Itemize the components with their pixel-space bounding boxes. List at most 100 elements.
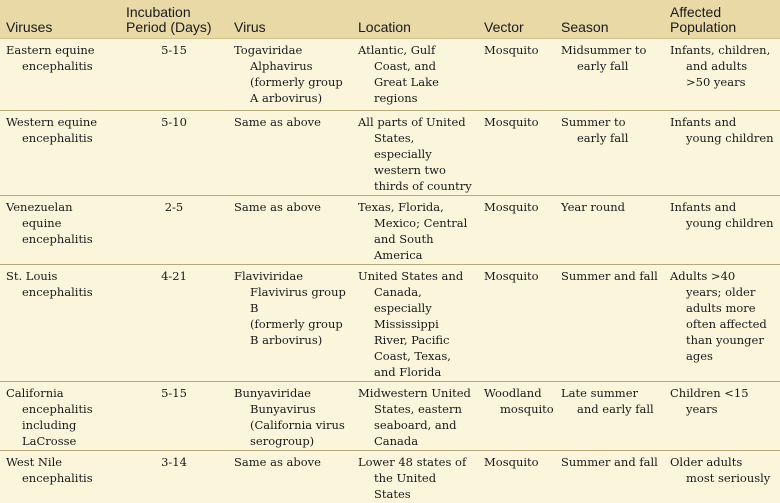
cell-population: Infants, children, and adults >50 years (664, 39, 780, 111)
cell-season: Summer and fall (555, 451, 664, 503)
cell-population: Infants and young children (664, 111, 780, 196)
virus-name-text: California encephalitis including LaCros… (6, 385, 114, 449)
cell-season: Late summer and early fall (555, 382, 664, 451)
cell-location: All parts of United States, especially w… (352, 111, 478, 196)
cell-vector: Mosquito (478, 451, 555, 503)
cell-incubation: 5-10 (120, 111, 228, 196)
virus-note: (formerly group (234, 316, 346, 332)
header-virus: Virus (228, 0, 352, 39)
virus-name-text: West Nile encephalitis (6, 454, 114, 486)
cell-season: Summer to early fall (555, 111, 664, 196)
virus-family: Bunyaviridae (234, 385, 346, 401)
cell-vector: Mosquito (478, 265, 555, 382)
header-vector: Vector (478, 0, 555, 39)
cell-virus-name: Venezuelan equine encephalitis (0, 196, 120, 265)
cell-virus-name: California encephalitis including LaCros… (0, 382, 120, 451)
table-row: Eastern equine encephalitis 5-15 Togavir… (0, 39, 780, 111)
cell-incubation: 3-14 (120, 451, 228, 503)
virus-note-cont: serogroup) (234, 433, 346, 449)
cell-season: Midsummer to early fall (555, 39, 664, 111)
table-row: St. Louis encephalitis 4-21 Flaviviridae… (0, 265, 780, 382)
virus-family: Flaviviridae (234, 268, 346, 284)
vector-text: Mosquito (484, 114, 549, 130)
population-text: Children <15 years (670, 385, 774, 417)
virus-family: Same as above (234, 114, 346, 130)
virus-name-text: Venezuelan equine encephalitis (6, 199, 114, 247)
cell-vector: Mosquito (478, 39, 555, 111)
table-row: Western equine encephalitis 5-10 Same as… (0, 111, 780, 196)
location-text: All parts of United States, especially w… (358, 114, 472, 194)
virus-family: Same as above (234, 454, 346, 470)
cell-virus: Flaviviridae Flavivirus group B (formerl… (228, 265, 352, 382)
cell-vector: Woodland mosquito (478, 382, 555, 451)
cell-virus-name: Western equine encephalitis (0, 111, 120, 196)
cell-season: Summer and fall (555, 265, 664, 382)
header-season: Season (555, 0, 664, 39)
cell-location: United States and Canada, especially Mis… (352, 265, 478, 382)
virus-name-text: St. Louis encephalitis (6, 268, 114, 300)
header-location: Location (352, 0, 478, 39)
season-text: Summer and fall (561, 454, 658, 470)
vector-text: Woodland mosquito (484, 385, 549, 417)
cell-vector: Mosquito (478, 196, 555, 265)
season-text: Summer to early fall (561, 114, 658, 146)
location-text: Atlantic, Gulf Coast, and Great Lake reg… (358, 42, 472, 106)
season-text: Late summer and early fall (561, 385, 658, 417)
table-row: California encephalitis including LaCros… (0, 382, 780, 451)
cell-virus: Bunyaviridae Bunyavirus (California viru… (228, 382, 352, 451)
header-incubation: Incubation Period (Days) (120, 0, 228, 39)
cell-incubation: 5-15 (120, 382, 228, 451)
cell-incubation: 5-15 (120, 39, 228, 111)
location-text: Texas, Florida, Mexico; Central and Sout… (358, 199, 472, 263)
population-text: Infants and young children (670, 199, 774, 231)
population-text: Adults >40 years; older adults more ofte… (670, 268, 774, 364)
virus-note-cont: A arbovirus) (234, 90, 346, 106)
vector-text: Mosquito (484, 454, 549, 470)
virus-genus: Alphavirus (234, 58, 346, 74)
virus-note: (formerly group (234, 74, 346, 90)
cell-virus: Same as above (228, 196, 352, 265)
cell-population: Adults >40 years; older adults more ofte… (664, 265, 780, 382)
cell-population: Children <15 years (664, 382, 780, 451)
cell-population: Infants and young children (664, 196, 780, 265)
population-text: Infants and young children (670, 114, 774, 146)
cell-virus: Same as above (228, 111, 352, 196)
season-text: Midsummer to early fall (561, 42, 658, 74)
header-viruses: Viruses (0, 0, 120, 39)
cell-season: Year round (555, 196, 664, 265)
virus-family: Same as above (234, 199, 346, 215)
cell-virus-name: St. Louis encephalitis (0, 265, 120, 382)
cell-incubation: 4-21 (120, 265, 228, 382)
cell-vector: Mosquito (478, 111, 555, 196)
vector-text: Mosquito (484, 268, 549, 284)
cell-location: Midwestern United States, eastern seaboa… (352, 382, 478, 451)
header-affected-population: Affected Population (664, 0, 780, 39)
season-text: Year round (561, 199, 658, 215)
cell-virus: Same as above (228, 451, 352, 503)
location-text: United States and Canada, especially Mis… (358, 268, 472, 380)
cell-population: Older adults most seriously (664, 451, 780, 503)
cell-virus: Togaviridae Alphavirus (formerly group A… (228, 39, 352, 111)
table-header-row: Viruses Incubation Period (Days) Virus L… (0, 0, 780, 39)
table-row: Venezuelan equine encephalitis 2-5 Same … (0, 196, 780, 265)
cell-virus-name: Eastern equine encephalitis (0, 39, 120, 111)
population-text: Infants, children, and adults >50 years (670, 42, 774, 90)
virus-note-cont: B arbovirus) (234, 332, 346, 348)
cell-location: Atlantic, Gulf Coast, and Great Lake reg… (352, 39, 478, 111)
vector-text: Mosquito (484, 42, 549, 58)
virus-genus: Bunyavirus (234, 401, 346, 417)
cell-incubation: 2-5 (120, 196, 228, 265)
virus-family: Togaviridae (234, 42, 346, 58)
vector-text: Mosquito (484, 199, 549, 215)
table-row: West Nile encephalitis 3-14 Same as abov… (0, 451, 780, 503)
location-text: Midwestern United States, eastern seaboa… (358, 385, 472, 449)
virus-name-text: Western equine encephalitis (6, 114, 114, 146)
season-text: Summer and fall (561, 268, 658, 284)
cell-location: Texas, Florida, Mexico; Central and Sout… (352, 196, 478, 265)
virus-note: (California virus (234, 417, 346, 433)
population-text: Older adults most seriously (670, 454, 774, 486)
virus-genus: Flavivirus group B (234, 284, 346, 316)
virus-name-text: Eastern equine encephalitis (6, 42, 114, 74)
cell-location: Lower 48 states of the United States (352, 451, 478, 503)
